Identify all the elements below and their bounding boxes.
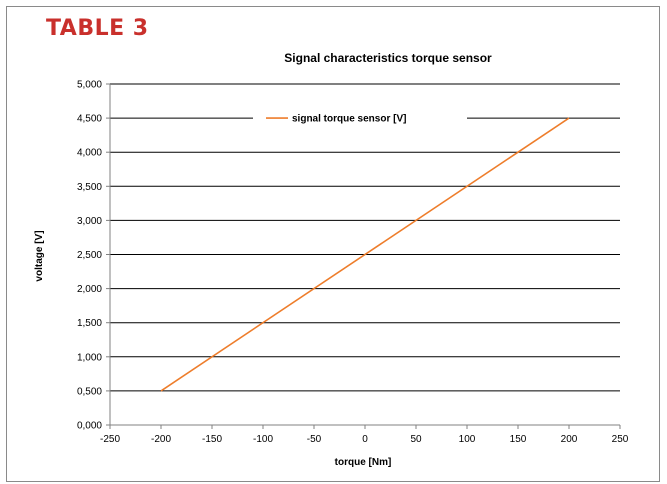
x-axis-label: torque [Nm] — [335, 457, 392, 468]
legend-label: signal torque sensor [V] — [292, 114, 406, 125]
y-tick-label: 2,000 — [77, 284, 102, 295]
series-layer — [160, 117, 570, 392]
gridlines — [110, 83, 620, 392]
x-tick-label: 150 — [510, 434, 527, 445]
x-tick-label: -100 — [253, 434, 273, 445]
y-tick-label: 2,500 — [77, 250, 102, 261]
x-tick-label: 50 — [410, 434, 422, 445]
x-tick-label: 200 — [561, 434, 578, 445]
y-tick-label: 5,000 — [77, 80, 102, 91]
y-tick-label: 4,500 — [77, 114, 102, 125]
legend: signal torque sensor [V] — [253, 109, 467, 128]
x-tick-label: 0 — [362, 434, 368, 445]
legend-box — [253, 109, 467, 128]
y-tick-label: 0,500 — [77, 386, 102, 397]
x-tick-label: -50 — [307, 434, 322, 445]
x-tick-label: -200 — [151, 434, 171, 445]
y-tick-label: 4,000 — [77, 148, 102, 159]
y-axis-label: voltage [V] — [34, 230, 45, 281]
y-tick-label: 1,000 — [77, 352, 102, 363]
axes: 0,000 0,500 1,000 1,500 2,000 2,500 3,000 3,500… — [77, 80, 629, 446]
x-tick-label: 100 — [459, 434, 476, 445]
x-tick-label: -150 — [202, 434, 222, 445]
chart-frame — [6, 6, 660, 482]
table-label: TABLE 3 — [46, 16, 149, 41]
y-tick-label: 0,000 — [77, 421, 102, 432]
series-line — [160, 117, 570, 392]
chart-title: Signal characteristics torque sensor — [284, 51, 492, 65]
y-tick-label: 3,500 — [77, 182, 102, 193]
x-tick-label: 250 — [612, 434, 629, 445]
y-tick-label: 1,500 — [77, 318, 102, 329]
x-tick-label: -250 — [100, 434, 120, 445]
y-tick-label: 3,000 — [77, 216, 102, 227]
